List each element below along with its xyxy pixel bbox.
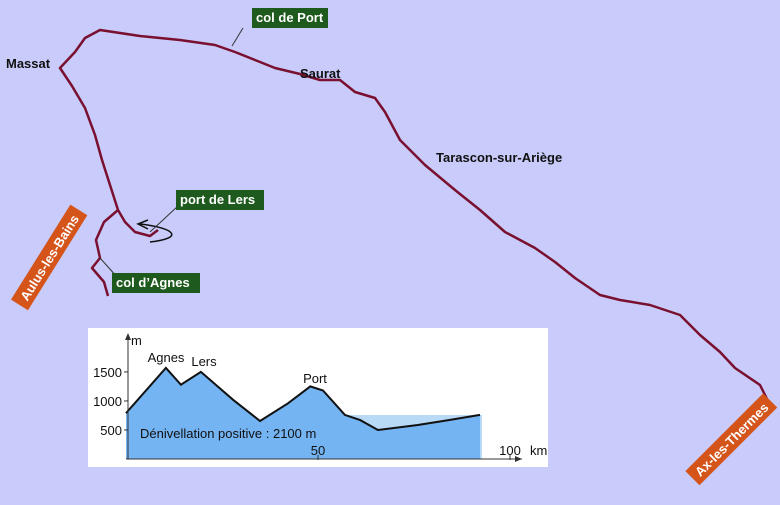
axis-arrow xyxy=(515,456,522,462)
y-tick-label: 1500 xyxy=(93,365,122,380)
y-unit: m xyxy=(131,333,142,348)
place-label: Massat xyxy=(6,56,51,71)
elevation-line xyxy=(125,366,481,432)
x-tick-label: 100 xyxy=(499,443,521,458)
leader xyxy=(231,27,244,47)
profile-note: Dénivellation positive : 2100 m xyxy=(140,426,316,441)
peak-label: Port xyxy=(303,371,327,386)
place-label: Ax-les-Thermes xyxy=(692,400,772,480)
direction-arrow xyxy=(136,219,173,243)
place-box xyxy=(252,8,328,28)
axis-arrow xyxy=(125,333,131,340)
place-box xyxy=(10,204,88,311)
place-label: Aulus-les-Bains xyxy=(17,212,82,303)
place-box xyxy=(112,273,200,293)
y-tick-label: 500 xyxy=(100,423,122,438)
x-tick-label: 50 xyxy=(311,443,325,458)
elevation-profile: m km 500 1000 1500 50 100 Agnes Lers Port Dénivell… xyxy=(93,333,547,462)
place-label: col de Port xyxy=(256,10,324,25)
place-box xyxy=(685,393,778,486)
peak-label: Lers xyxy=(191,354,217,369)
place-label: Saurat xyxy=(300,66,341,81)
peak-label: Agnes xyxy=(148,350,185,365)
elevation-area xyxy=(126,367,481,459)
x-unit: km xyxy=(530,443,547,458)
place-label: Tarascon-sur-Ariège xyxy=(436,150,562,165)
leader xyxy=(149,205,179,233)
place-label: port de Lers xyxy=(180,192,255,207)
place-label: col d’Agnes xyxy=(116,275,190,290)
y-tick-label: 1000 xyxy=(93,394,122,409)
place-box xyxy=(176,190,264,210)
